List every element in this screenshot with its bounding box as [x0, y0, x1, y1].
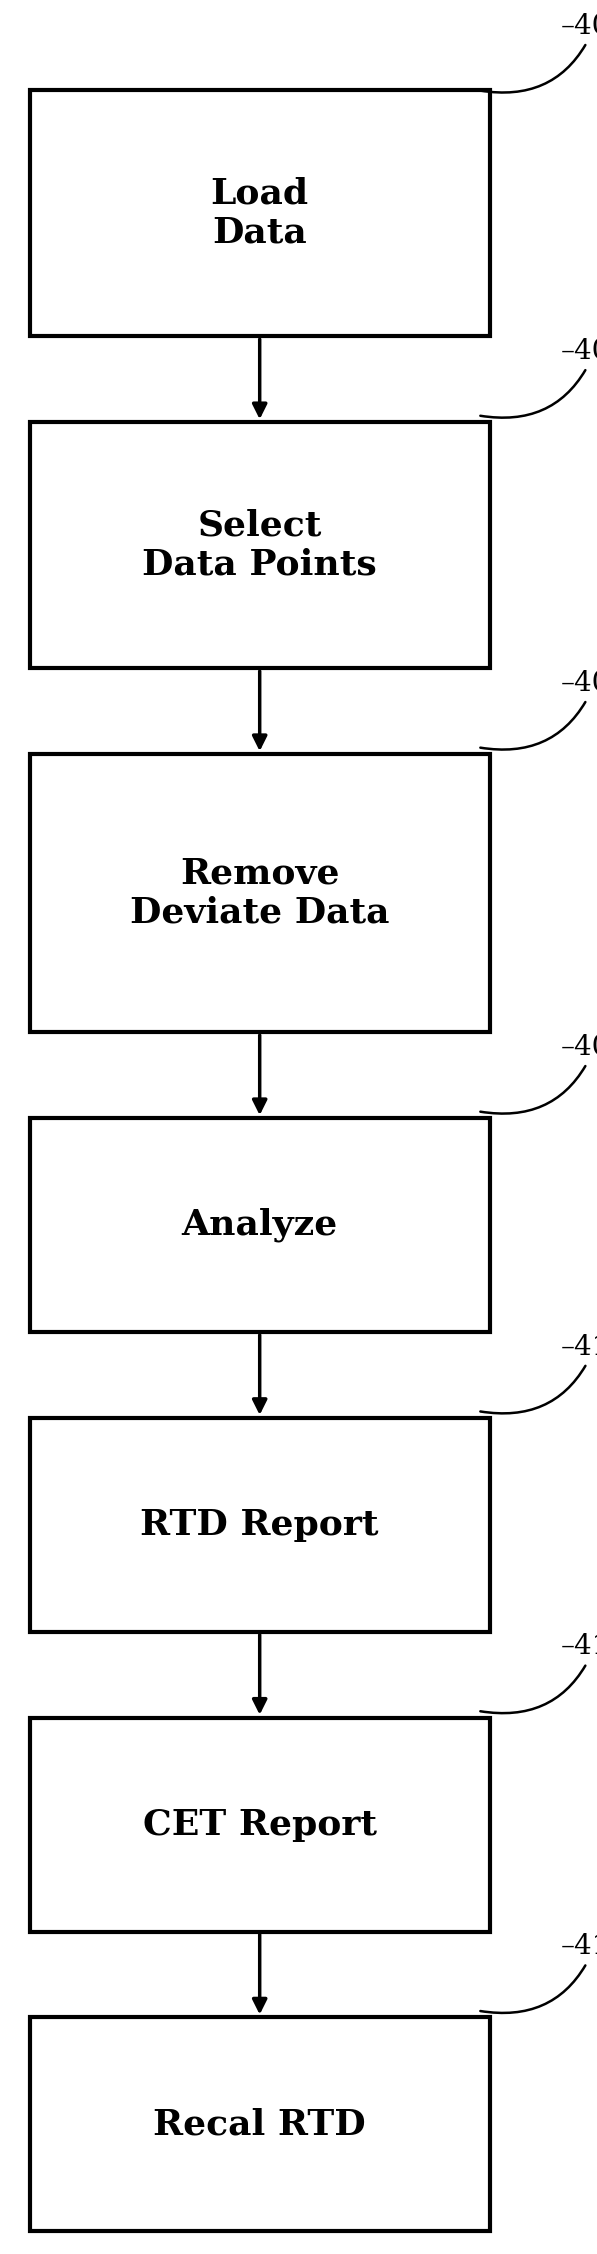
Bar: [30, 1118, 490, 1332]
Bar: [30, 90, 490, 336]
Text: –410: –410: [481, 1334, 597, 1413]
Bar: [30, 1418, 490, 1632]
Text: RTD Report: RTD Report: [140, 1508, 379, 1542]
Bar: [30, 2017, 490, 2231]
Text: Load
Data: Load Data: [211, 176, 309, 250]
Bar: [30, 753, 490, 1032]
Text: Remove
Deviate Data: Remove Deviate Data: [130, 857, 389, 931]
Text: Select
Data Points: Select Data Points: [142, 509, 377, 582]
Text: –408: –408: [481, 1035, 597, 1113]
Text: CET Report: CET Report: [143, 1808, 377, 1842]
Bar: [30, 1718, 490, 1932]
Text: –402: –402: [481, 14, 597, 92]
Text: Recal RTD: Recal RTD: [153, 2107, 366, 2141]
Bar: [30, 421, 490, 667]
Text: Analyze: Analyze: [181, 1208, 338, 1242]
Text: –404: –404: [481, 338, 597, 417]
Text: –406: –406: [481, 669, 597, 751]
Text: –414: –414: [481, 1934, 597, 2013]
Text: –412: –412: [481, 1634, 597, 1713]
